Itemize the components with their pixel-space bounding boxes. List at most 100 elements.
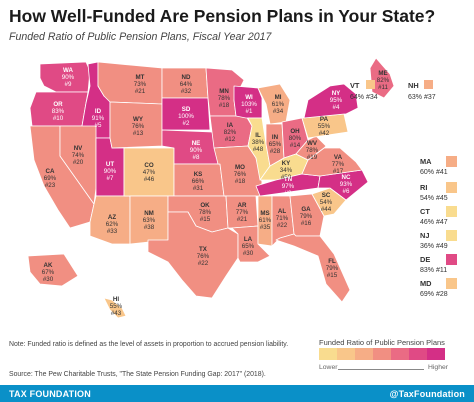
state-label-sd: 100%	[178, 113, 194, 120]
state-label-ut: UT	[106, 161, 114, 168]
state-label-tx: 76%	[197, 253, 210, 260]
legend-swatch	[427, 348, 445, 360]
state-label-mo: #18	[235, 178, 246, 185]
state-sd[interactable]	[161, 97, 211, 131]
state-label-me: #11	[378, 84, 388, 91]
state-mt[interactable]	[97, 61, 163, 105]
side-swatch-de[interactable]	[446, 254, 457, 265]
state-label-oh: 80%	[289, 135, 302, 142]
state-label-mi: 61%	[272, 101, 285, 108]
side-abbr-nh: NH	[408, 81, 419, 90]
state-label-wi: 103%	[241, 101, 257, 108]
state-label-va: #17	[333, 168, 344, 175]
state-label-mo: 76%	[234, 171, 247, 178]
state-label-me: 82%	[377, 77, 390, 84]
state-ak[interactable]	[27, 253, 79, 287]
state-label-fl: 79%	[326, 265, 339, 272]
state-label-mi: MI	[275, 94, 282, 101]
side-swatch-md[interactable]	[446, 278, 457, 289]
state-label-ms: MS	[260, 210, 269, 217]
state-label-nd: #32	[181, 88, 192, 95]
state-label-ny: #4	[333, 104, 340, 111]
state-label-il: #48	[253, 146, 264, 153]
state-label-mt: #21	[135, 88, 146, 95]
state-label-sd: SD	[182, 106, 191, 113]
side-value-ri: 54% #45	[420, 195, 448, 202]
state-label-ia: 82%	[224, 129, 237, 136]
state-label-ok: #15	[200, 216, 211, 223]
state-label-or: OR	[53, 101, 63, 108]
state-label-ks: 66%	[192, 178, 205, 185]
state-label-ar: 77%	[236, 209, 249, 216]
footer-bar: TAX FOUNDATION @TaxFoundation	[0, 385, 474, 402]
state-label-ak: 67%	[42, 269, 55, 276]
state-label-ms: #35	[260, 224, 271, 231]
state-label-hi: HI	[113, 296, 119, 303]
side-swatch-nj[interactable]	[446, 230, 457, 241]
state-label-sc: 54%	[320, 199, 333, 206]
state-label-az: #33	[107, 228, 118, 235]
legend-title: Funded Ratio of Public Pension Plans	[319, 338, 445, 347]
footer-brand: TAX FOUNDATION	[9, 388, 91, 399]
state-label-mn: #18	[219, 102, 230, 109]
state-label-nm: NM	[144, 210, 154, 217]
legend-lower-label: Lower	[319, 364, 338, 371]
state-label-nc: NC	[342, 174, 351, 181]
footnote: Note: Funded ratio is defined as the lev…	[9, 341, 289, 348]
source-line: Source: The Pew Charitable Trusts, "The …	[9, 371, 266, 378]
state-label-ut: 90%	[104, 168, 117, 175]
state-ny[interactable]	[303, 83, 359, 119]
state-label-al: #22	[277, 222, 288, 229]
state-label-il: 38%	[252, 139, 265, 146]
state-ms[interactable]	[257, 195, 273, 247]
side-value-nj: 36% #49	[420, 243, 448, 250]
state-hi[interactable]	[103, 297, 127, 319]
side-value-md: 69% #28	[420, 291, 448, 298]
legend-arrow	[338, 369, 424, 370]
state-label-sc: #44	[321, 206, 332, 213]
state-label-tn: TN	[284, 176, 293, 183]
state-me[interactable]	[369, 57, 395, 99]
state-label-va: VA	[334, 154, 343, 161]
state-label-tn: 97%	[282, 183, 295, 190]
side-swatch-ct[interactable]	[446, 206, 457, 217]
state-label-sd: #2	[183, 120, 190, 127]
state-label-ar: #21	[237, 216, 248, 223]
side-swatch-nh[interactable]	[424, 80, 433, 89]
state-label-ga: 79%	[300, 213, 313, 220]
state-label-ne: #8	[193, 154, 200, 161]
state-label-ia: IA	[227, 122, 234, 129]
legend-swatch	[391, 348, 409, 360]
side-swatch-ma[interactable]	[446, 156, 457, 167]
state-label-wv: WV	[307, 140, 318, 147]
state-label-pa: #42	[319, 130, 330, 137]
state-label-ny: NY	[332, 90, 341, 97]
state-label-wi: #1	[246, 108, 253, 115]
state-label-ia: #12	[225, 136, 236, 143]
state-label-sc: SC	[322, 192, 331, 199]
side-value-de: 83% #11	[420, 267, 447, 274]
side-swatch-ri[interactable]	[446, 182, 457, 193]
side-abbr-ma: MA	[420, 157, 432, 166]
side-abbr-ct: CT	[420, 207, 430, 216]
legend-higher-label: Higher	[428, 364, 449, 371]
state-sc[interactable]	[311, 187, 347, 217]
side-value-nh: 63% #37	[408, 94, 436, 101]
state-label-wv: 78%	[306, 147, 319, 154]
state-label-nm: #38	[144, 224, 155, 231]
state-label-co: CO	[144, 162, 153, 169]
state-label-oh: #14	[290, 142, 301, 149]
state-label-wv: #19	[307, 154, 318, 161]
state-fl[interactable]	[275, 233, 351, 303]
state-label-ky: KY	[282, 160, 291, 167]
side-swatch-vt[interactable]	[366, 80, 375, 89]
footer-handle[interactable]: @TaxFoundation	[389, 388, 465, 399]
state-label-id: 91%	[92, 115, 105, 122]
side-abbr-md: MD	[420, 279, 432, 288]
state-wy[interactable]	[109, 101, 163, 149]
state-label-la: #30	[243, 250, 254, 257]
state-tx[interactable]	[147, 211, 239, 299]
state-label-pa: 55%	[318, 123, 331, 130]
